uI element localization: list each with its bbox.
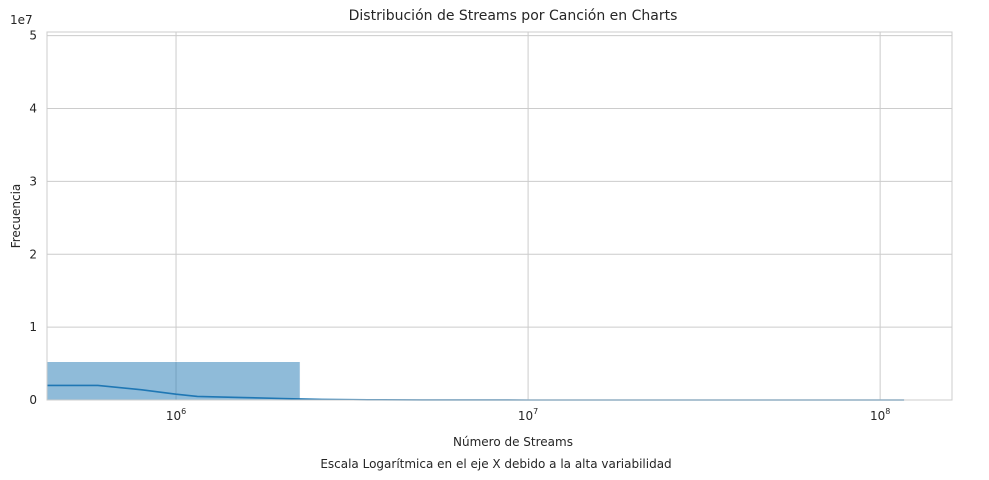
chart-title: Distribución de Streams por Canción en C… xyxy=(349,8,678,24)
x-tick-label: 107 xyxy=(518,407,538,423)
x-tick-label: 108 xyxy=(870,407,890,423)
tick-labels: 0 1 2 3 4 5 106 107 108 xyxy=(29,29,890,423)
y-tick-label: 5 xyxy=(29,29,37,43)
y-tick-label: 4 xyxy=(29,102,37,116)
x-axis-label: Número de Streams xyxy=(453,435,573,449)
y-tick-label: 1 xyxy=(29,320,37,334)
grid-lines xyxy=(47,32,952,401)
plot-frame xyxy=(46,31,953,401)
x-axis-caption: Escala Logarítmica en el eje X debido a … xyxy=(320,457,671,471)
y-axis-label: Frecuencia xyxy=(9,184,23,249)
y-offset-label: 1e7 xyxy=(10,13,33,27)
y-tick-label: 3 xyxy=(29,174,37,188)
y-tick-label: 2 xyxy=(29,247,37,261)
x-tick-label: 106 xyxy=(166,407,186,423)
y-tick-label: 0 xyxy=(29,393,37,407)
